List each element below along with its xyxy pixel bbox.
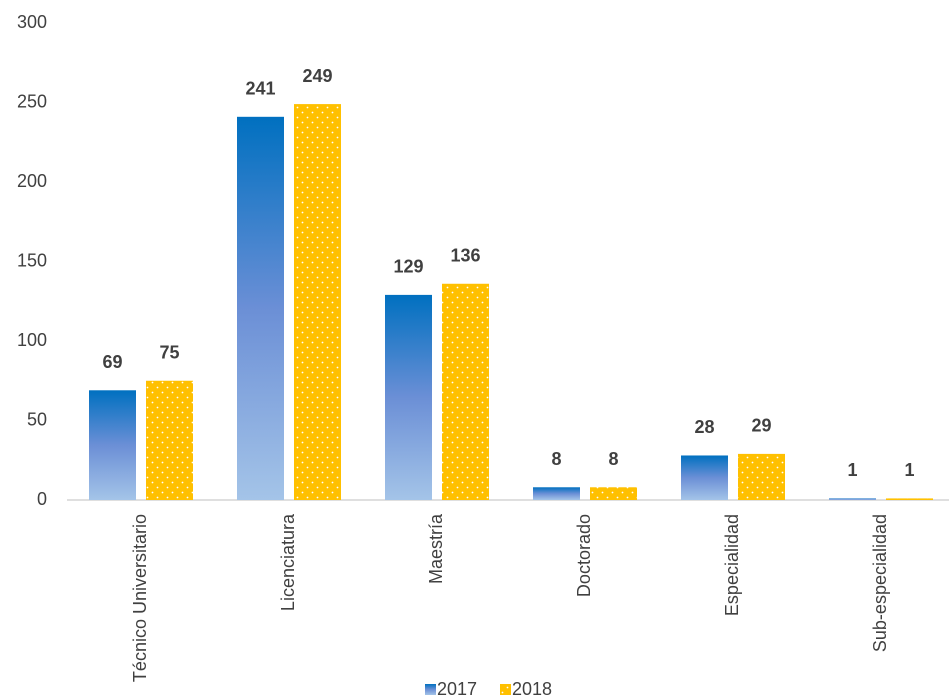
y-tick-label: 0 xyxy=(37,489,47,509)
value-label: 29 xyxy=(751,416,771,436)
legend-label: 2017 xyxy=(437,679,477,699)
x-tick-label: Técnico Universitario xyxy=(130,514,150,682)
value-label: 129 xyxy=(393,257,423,277)
value-label: 8 xyxy=(551,449,561,469)
y-tick-label: 200 xyxy=(17,171,47,191)
y-tick-label: 250 xyxy=(17,91,47,111)
bar xyxy=(385,294,432,500)
value-label: 69 xyxy=(102,352,122,372)
legend-swatch xyxy=(500,684,511,695)
value-label: 1 xyxy=(904,460,914,480)
bar xyxy=(237,116,284,500)
bar xyxy=(533,487,580,500)
bar xyxy=(146,380,193,500)
bar xyxy=(681,455,728,500)
bar xyxy=(829,498,876,500)
legend-label: 2018 xyxy=(512,679,552,699)
x-tick-label: Doctorado xyxy=(574,514,594,597)
value-label: 249 xyxy=(302,66,332,86)
bar xyxy=(442,283,489,500)
x-tick-label: Sub-especialidad xyxy=(870,514,890,652)
x-tick-label: Especialidad xyxy=(722,514,742,616)
value-label: 241 xyxy=(245,79,275,99)
value-label: 8 xyxy=(608,449,618,469)
y-tick-label: 50 xyxy=(27,409,47,429)
bar xyxy=(886,498,933,500)
y-tick-label: 300 xyxy=(17,12,47,32)
value-label: 136 xyxy=(450,246,480,266)
value-label: 28 xyxy=(694,417,714,437)
x-tick-label: Licenciatura xyxy=(278,513,298,611)
bar xyxy=(590,487,637,500)
value-label: 75 xyxy=(159,343,179,363)
x-tick-label: Maestría xyxy=(426,513,446,584)
bar xyxy=(89,390,136,500)
y-tick-label: 150 xyxy=(17,250,47,270)
bar xyxy=(294,104,341,500)
value-label: 1 xyxy=(847,460,857,480)
bar xyxy=(738,453,785,500)
y-tick-label: 100 xyxy=(17,330,47,350)
legend-swatch xyxy=(425,684,436,695)
